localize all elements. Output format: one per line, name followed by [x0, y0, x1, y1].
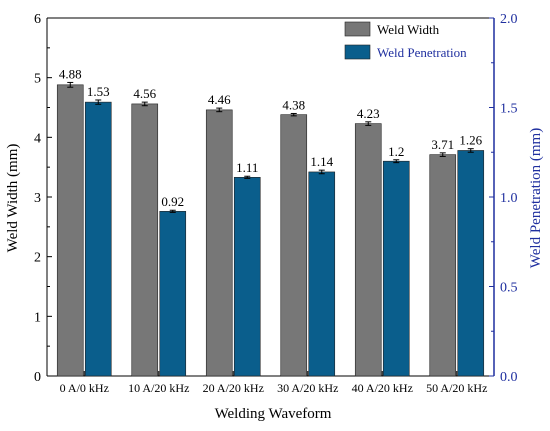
weld-width-data-label: 4.23 [357, 106, 380, 121]
legend-label-weld-width: Weld Width [377, 22, 440, 37]
weld-penetration-bar [84, 101, 112, 377]
weld-width-data-label: 3.71 [431, 137, 454, 152]
weld-width-data-label: 4.88 [59, 66, 82, 81]
weld-penetration-bar [159, 211, 187, 377]
y-axis-title-right: Weld Penetration (mm) [528, 128, 544, 268]
legend-swatch-weld-width [344, 21, 371, 37]
y-axis-title-left: Weld Width (mm) [5, 144, 21, 253]
x-tick-label: 0 A/0 kHz [60, 381, 109, 395]
y-tick-label-right: 2.0 [500, 12, 518, 27]
legend-swatch-weld-penetration [344, 44, 371, 60]
weld-width-bar [205, 109, 233, 377]
weld-penetration-bar [233, 177, 261, 377]
weld-penetration-data-label: 0.92 [161, 194, 184, 209]
y-tick-label-right: 1.0 [500, 191, 518, 206]
y-tick-label-right: 1.5 [500, 102, 518, 117]
y-tick-label-left: 3 [34, 191, 41, 206]
weld-penetration-data-label: 1.26 [459, 133, 482, 148]
weld-penetration-bar [308, 171, 336, 377]
weld-penetration-data-label: 1.11 [236, 160, 258, 175]
weld-width-bar [429, 154, 457, 377]
y-tick-label-right: 0.0 [500, 370, 518, 385]
weld-width-bar [56, 84, 84, 377]
y-tick-label-right: 0.5 [500, 281, 518, 296]
weld-penetration-bar [382, 160, 410, 377]
y-tick-label-left: 2 [34, 251, 41, 266]
weld-penetration-bar [457, 150, 485, 377]
plot-area: 0 1 2 3 4 5 6 0.0 0.5 1.0 1.5 2.0 0 A/0 kHz 4.88 1.53 1… [34, 12, 518, 395]
x-tick-label: 10 A/20 kHz [128, 381, 189, 395]
y-tick-label-left: 5 [34, 72, 41, 87]
y-tick-label-left: 6 [34, 12, 41, 27]
weld-penetration-data-label: 1.2 [388, 144, 404, 159]
y-tick-label-left: 1 [34, 310, 41, 325]
y-tick-label-left: 4 [34, 131, 41, 146]
x-tick-label: 40 A/20 kHz [352, 381, 413, 395]
weld-width-data-label: 4.56 [133, 86, 156, 101]
weld-width-bar [354, 123, 382, 377]
weld-penetration-data-label: 1.14 [310, 154, 333, 169]
weld-width-data-label: 4.46 [208, 92, 231, 107]
y-tick-label-left: 0 [34, 370, 41, 385]
weld-penetration-data-label: 1.53 [87, 84, 110, 99]
x-tick-label: 50 A/20 kHz [426, 381, 487, 395]
weld-width-bar [131, 103, 159, 377]
weld-width-bar [280, 114, 308, 377]
x-tick-label: 30 A/20 kHz [277, 381, 338, 395]
x-tick-label: 20 A/20 kHz [203, 381, 264, 395]
legend-label-weld-penetration: Weld Penetration [377, 45, 467, 60]
x-axis-title: Welding Waveform [215, 406, 332, 422]
weld-width-data-label: 4.38 [282, 97, 305, 112]
